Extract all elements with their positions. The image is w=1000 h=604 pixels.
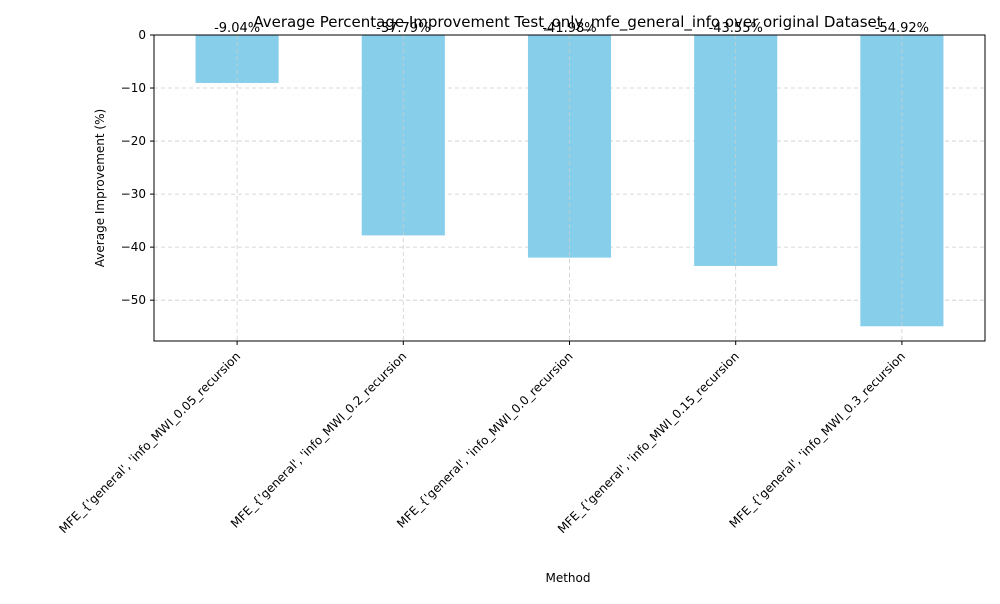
x-axis-label: Method — [545, 571, 590, 585]
value-labels: -9.04% -37.79% -41.98% -43.55% -54.92% — [214, 21, 929, 36]
x-tick-label: MFE_{'general', 'info_MWI_0.2_recursion — [228, 349, 410, 531]
bar-value-label: -54.92% — [875, 21, 929, 36]
vertical-grid-lines — [236, 35, 903, 341]
x-tick-label: MFE_{'general', 'info_MWI_0.0_recursion — [394, 349, 576, 531]
bar-value-label: -9.04% — [214, 21, 260, 36]
y-tick-label: 0 — [138, 28, 146, 42]
y-tick-label: −10 — [121, 81, 146, 95]
bar-value-label: -43.55% — [709, 21, 763, 36]
bar-value-label: -41.98% — [542, 21, 596, 36]
chart-title: Average Percentage Improvement Test_only… — [253, 13, 882, 32]
x-tick-label: MFE_{'general', 'info_MWI_0.15_recursion — [555, 349, 742, 536]
y-tick-label: −40 — [121, 240, 146, 254]
y-tick-label: −20 — [121, 134, 146, 148]
axes: 0 −10 −20 −30 −40 −50 MFE_{'general', 'info_MW… — [56, 28, 908, 536]
y-axis-label: Average Improvement (%) — [93, 109, 107, 267]
bar — [860, 35, 944, 327]
bar-value-label: -37.79% — [376, 21, 430, 36]
x-tick-label: MFE_{'general', 'info_MWI_0.3_recursion — [727, 349, 909, 531]
y-tick-label: −30 — [121, 187, 146, 201]
y-tick-label: −50 — [121, 293, 146, 307]
x-tick-label: MFE_{'general', 'info_MWI_0.05_recursion — [56, 349, 243, 536]
